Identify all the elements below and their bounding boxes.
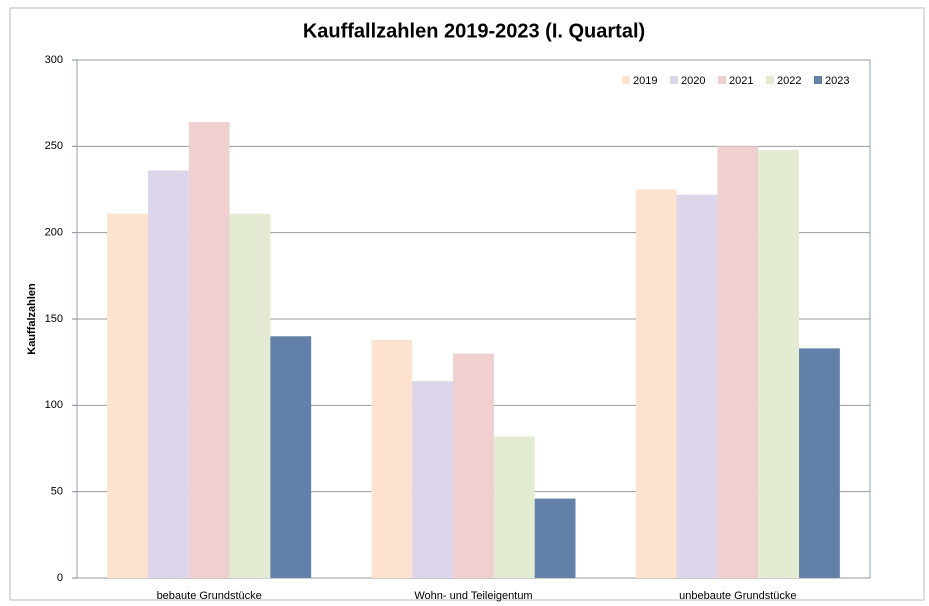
- x-tick-label: Wohn- und Teileigentum: [414, 590, 532, 602]
- legend-label: 2023: [825, 75, 849, 87]
- y-tick-label: 0: [57, 572, 63, 584]
- bar: [229, 213, 271, 578]
- bar: [717, 146, 759, 579]
- bar: [534, 498, 576, 578]
- bar: [107, 213, 148, 578]
- bar: [371, 339, 413, 578]
- y-axis-label: Kauffalzahlen: [26, 283, 38, 355]
- bar: [676, 194, 718, 578]
- legend-swatch: [670, 76, 678, 84]
- legend-swatch: [766, 76, 774, 84]
- legend-label: 2019: [633, 75, 657, 87]
- y-tick-label: 100: [45, 399, 63, 411]
- legend-swatch: [718, 76, 726, 84]
- bar: [799, 348, 840, 578]
- bar: [188, 122, 230, 578]
- chart-title: Kauffallzahlen 2019-2023 (I. Quartal): [303, 20, 645, 42]
- x-tick-label: unbebaute Grundstücke: [679, 590, 796, 602]
- y-tick-label: 150: [45, 313, 63, 325]
- bar: [635, 189, 677, 578]
- bar: [453, 353, 494, 578]
- bar: [270, 336, 312, 578]
- bar: [412, 381, 454, 578]
- bar: [493, 436, 535, 578]
- legend-swatch: [814, 76, 822, 84]
- legend-label: 2020: [681, 75, 705, 87]
- y-tick-label: 200: [45, 227, 63, 239]
- y-tick-label: 250: [45, 140, 63, 152]
- legend-label: 2022: [777, 75, 801, 87]
- x-tick-label: bebaute Grundstücke: [157, 590, 262, 602]
- legend-label: 2021: [729, 75, 753, 87]
- bar: [147, 170, 189, 579]
- y-tick-label: 50: [51, 486, 63, 498]
- y-tick-label: 300: [45, 54, 63, 66]
- bar: [758, 149, 800, 578]
- legend-swatch: [622, 76, 630, 84]
